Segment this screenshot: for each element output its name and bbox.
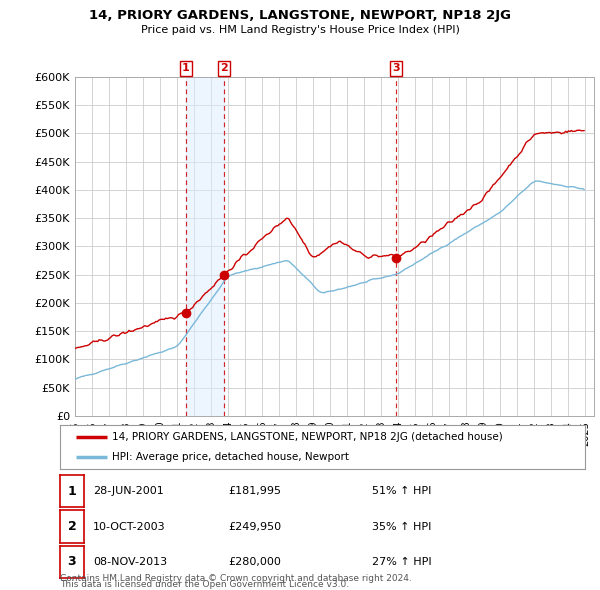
Text: Contains HM Land Registry data © Crown copyright and database right 2024.: Contains HM Land Registry data © Crown c… xyxy=(60,574,412,583)
Text: £181,995: £181,995 xyxy=(228,486,281,496)
Text: 2: 2 xyxy=(68,520,76,533)
Text: 10-OCT-2003: 10-OCT-2003 xyxy=(93,522,166,532)
Text: 14, PRIORY GARDENS, LANGSTONE, NEWPORT, NP18 2JG (detached house): 14, PRIORY GARDENS, LANGSTONE, NEWPORT, … xyxy=(113,432,503,442)
Text: 27% ↑ HPI: 27% ↑ HPI xyxy=(372,557,431,567)
Text: 51% ↑ HPI: 51% ↑ HPI xyxy=(372,486,431,496)
Text: 35% ↑ HPI: 35% ↑ HPI xyxy=(372,522,431,532)
Text: This data is licensed under the Open Government Licence v3.0.: This data is licensed under the Open Gov… xyxy=(60,581,349,589)
Text: 3: 3 xyxy=(392,63,400,73)
Text: 08-NOV-2013: 08-NOV-2013 xyxy=(93,557,167,567)
Text: 3: 3 xyxy=(68,555,76,569)
Text: 14, PRIORY GARDENS, LANGSTONE, NEWPORT, NP18 2JG: 14, PRIORY GARDENS, LANGSTONE, NEWPORT, … xyxy=(89,9,511,22)
Text: 28-JUN-2001: 28-JUN-2001 xyxy=(93,486,164,496)
Text: Price paid vs. HM Land Registry's House Price Index (HPI): Price paid vs. HM Land Registry's House … xyxy=(140,25,460,35)
Text: 1: 1 xyxy=(182,63,190,73)
Text: £280,000: £280,000 xyxy=(228,557,281,567)
Text: 2: 2 xyxy=(220,63,228,73)
Text: 1: 1 xyxy=(68,484,76,498)
Bar xyxy=(185,77,224,416)
Text: HPI: Average price, detached house, Newport: HPI: Average price, detached house, Newp… xyxy=(113,452,349,462)
Text: £249,950: £249,950 xyxy=(228,522,281,532)
